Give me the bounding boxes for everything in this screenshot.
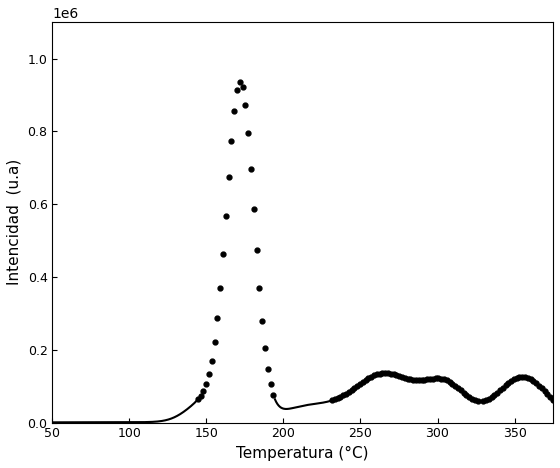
X-axis label: Temperatura (°C): Temperatura (°C) [236,446,369,461]
Y-axis label: Intencidad  (u.a): Intencidad (u.a) [7,159,22,285]
